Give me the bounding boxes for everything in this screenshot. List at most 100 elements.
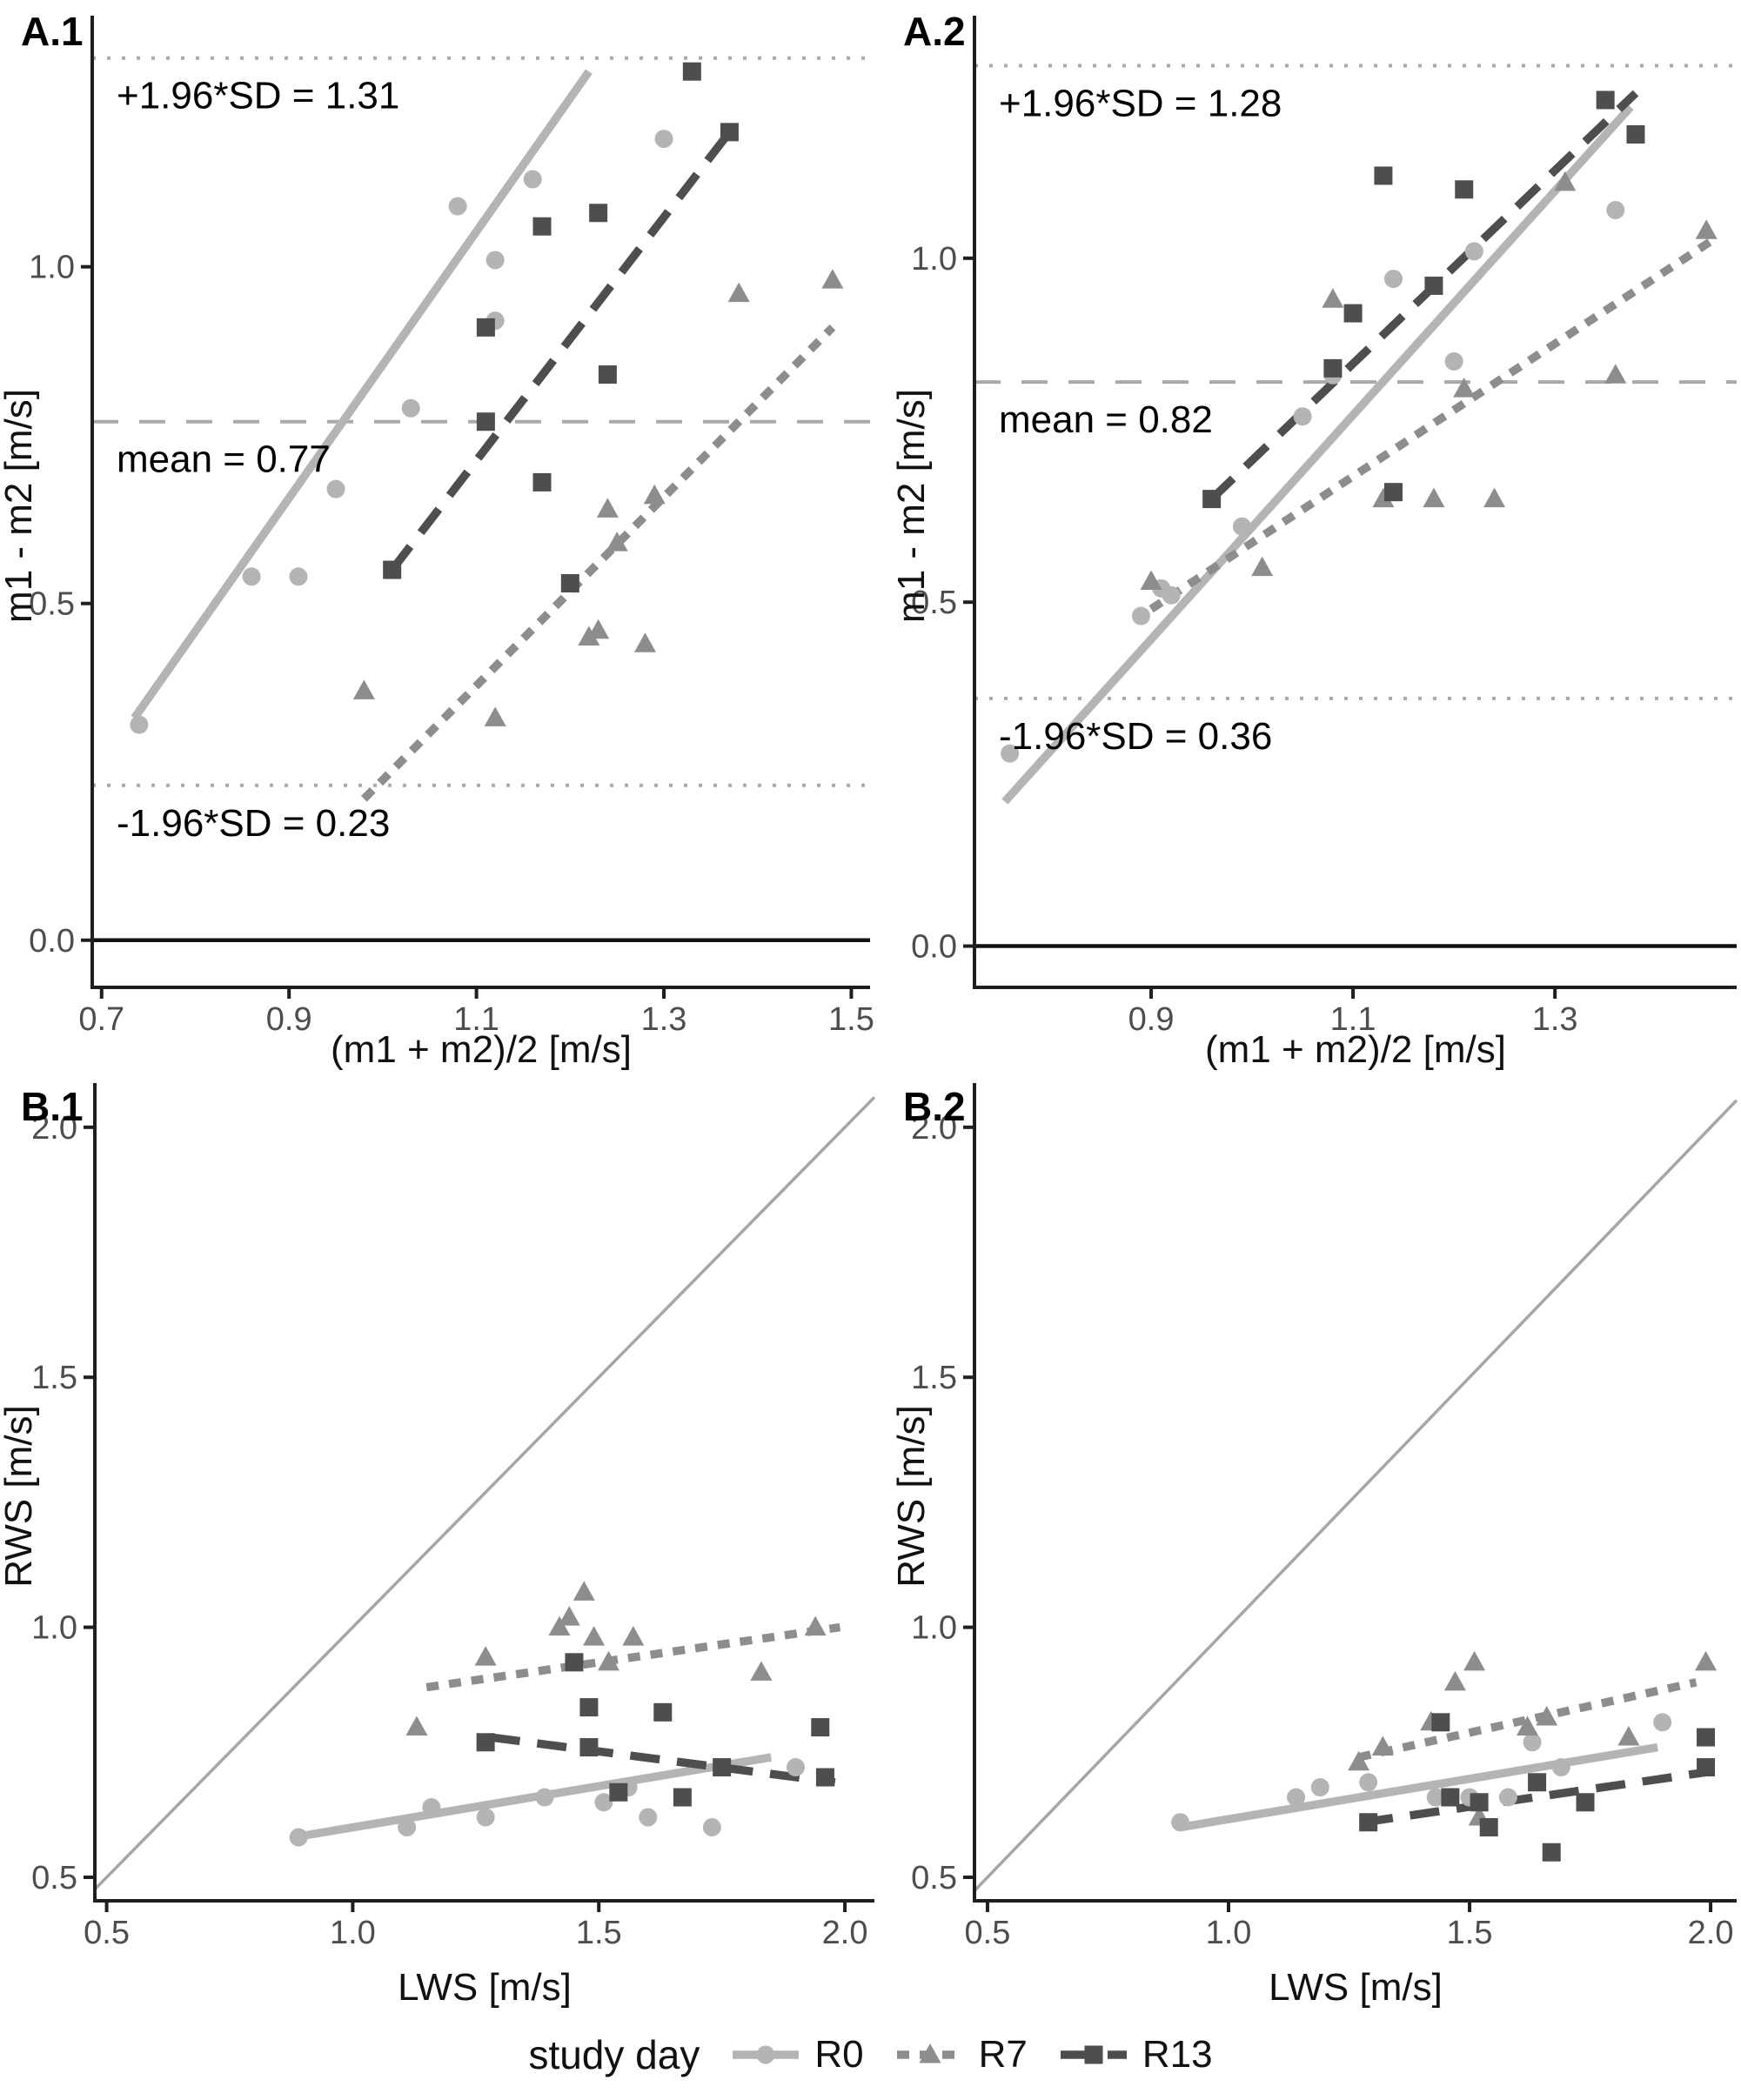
x-tick-label: 0.5 <box>965 1915 1011 1951</box>
point-b1-R7 <box>583 1626 606 1646</box>
ref-line-annotation: mean = 0.82 <box>999 398 1213 441</box>
point-b2-R0 <box>1523 1733 1542 1752</box>
point-b2-R13 <box>1431 1713 1450 1732</box>
legend-key-marker <box>1084 2045 1103 2064</box>
point-a2-R7 <box>1140 570 1162 590</box>
point-a1-R7 <box>352 679 375 699</box>
trend-b2-R0 <box>1179 1742 1658 1832</box>
panel-title: A.2 <box>903 9 966 54</box>
legend-label-r13: R13 <box>1142 2033 1213 2076</box>
point-a2-R7 <box>1604 364 1627 384</box>
point-a2-R7 <box>1423 487 1445 508</box>
trend-a2-R0 <box>1001 104 1634 805</box>
y-tick-label: 2.0 <box>31 1110 77 1147</box>
point-a1-R13 <box>383 560 402 579</box>
x-tick-label: 1.0 <box>1206 1915 1252 1951</box>
x-tick-label: 0.9 <box>1128 1001 1175 1038</box>
y-tick-label: 0.5 <box>29 586 75 623</box>
point-a1-R0 <box>523 170 542 189</box>
point-a2-R7 <box>1322 288 1344 308</box>
point-b2-R0 <box>1171 1813 1190 1832</box>
point-b1-R7 <box>558 1606 580 1626</box>
point-a2-R7 <box>1483 487 1506 508</box>
point-a2-R13 <box>1384 483 1403 502</box>
point-a1-R0 <box>289 567 308 586</box>
point-a1-R7 <box>578 625 600 645</box>
point-a1-R13 <box>532 472 552 492</box>
point-a2-R0 <box>1384 270 1403 289</box>
point-b2-R13 <box>1542 1843 1561 1862</box>
point-a2-R13 <box>1596 90 1615 110</box>
point-b1-R7 <box>548 1615 571 1636</box>
panel-b2: 0.5 1.0 1.5 2.0 0.5 1.0 1.5 2.0 LWS [m/s] RWS [m/… <box>896 1079 1741 2100</box>
point-b2-R7 <box>1371 1736 1394 1756</box>
x-tick-label: 1.3 <box>1532 1001 1578 1038</box>
x-tick-label: 0.9 <box>266 1001 312 1038</box>
point-b2-R0 <box>1551 1758 1570 1777</box>
point-b1-R7 <box>573 1581 595 1601</box>
identity-line <box>973 1099 1738 1892</box>
panel-a2: 0.9 1.1 1.3 0.0 0.5 1.0 (m1 + m2)/2 [m/s] m1 - … <box>896 0 1741 1079</box>
point-b1-R13 <box>653 1702 673 1722</box>
x-tick-label: 2.0 <box>822 1915 868 1951</box>
legend-key-marker <box>919 2043 941 2063</box>
point-a1-R13 <box>476 412 495 431</box>
y-tick-label: 1.0 <box>911 241 957 278</box>
legend-item-r13: R13 <box>1057 2033 1213 2077</box>
x-axis-title: (m1 + m2)/2 [m/s] <box>1205 1028 1506 1071</box>
point-a1-R7 <box>587 619 610 639</box>
chart-a2: 0.9 1.1 1.3 0.0 0.5 1.0 (m1 + m2)/2 [m/s] m1 - … <box>896 9 1737 1071</box>
point-b2-R7 <box>1348 1750 1370 1771</box>
point-b2-R0 <box>1287 1788 1306 1807</box>
point-a2-R7 <box>1554 171 1577 191</box>
study-day-legend: study day R0 R7 R13 <box>0 2020 1741 2090</box>
point-b2-R0 <box>1359 1773 1378 1792</box>
point-a2-R0 <box>1131 606 1150 625</box>
x-axis-title: (m1 + m2)/2 [m/s] <box>331 1028 632 1071</box>
panel-title: B.2 <box>903 1084 966 1129</box>
point-a1-R7 <box>727 282 750 303</box>
point-b2-R0 <box>1426 1788 1445 1807</box>
y-axis-title: RWS [m/s] <box>896 1405 933 1587</box>
point-a2-R13 <box>1455 180 1474 199</box>
ref-line-annotation: +1.96*SD = 1.31 <box>117 75 399 117</box>
point-a2-R0 <box>1232 517 1251 536</box>
point-b1-R0 <box>289 1828 308 1847</box>
point-b1-R7 <box>804 1615 827 1636</box>
point-b2-R13 <box>1576 1793 1595 1812</box>
panel-title: A.1 <box>21 9 84 54</box>
point-b1-R13 <box>815 1768 834 1787</box>
point-a1-R7 <box>821 269 844 289</box>
point-a1-R7 <box>643 484 666 505</box>
point-b1-R0 <box>594 1793 613 1812</box>
point-b2-R7 <box>1443 1670 1466 1691</box>
point-a1-R7 <box>606 532 628 552</box>
trend-b1-R7 <box>425 1622 841 1692</box>
point-a1-R0 <box>130 715 149 734</box>
y-tick-label: 1.5 <box>911 1360 957 1396</box>
point-b1-R13 <box>713 1758 732 1777</box>
point-a2-R13 <box>1323 358 1343 378</box>
point-b2-R13 <box>1479 1818 1498 1837</box>
point-b2-R13 <box>1528 1773 1547 1792</box>
y-axis-title: RWS [m/s] <box>0 1405 40 1587</box>
point-b1-R0 <box>702 1818 721 1837</box>
point-b2-R7 <box>1617 1726 1640 1746</box>
x-tick-label: 0.7 <box>78 1001 124 1038</box>
point-a2-R0 <box>1293 407 1312 426</box>
point-a2-R13 <box>1424 276 1443 295</box>
x-tick-label: 1.1 <box>1330 1001 1376 1038</box>
point-b1-R7 <box>405 1715 428 1736</box>
trend-b2-R13 <box>1363 1768 1707 1827</box>
point-b1-R13 <box>579 1698 599 1717</box>
point-b1-R13 <box>579 1738 599 1757</box>
point-a2-R7 <box>1453 378 1476 398</box>
chart-b2: 0.5 1.0 1.5 2.0 0.5 1.0 1.5 2.0 LWS [m/s] RWS [m/… <box>896 1083 1738 2009</box>
x-tick-label: 1.1 <box>453 1001 499 1038</box>
y-tick-label: 0.5 <box>31 1860 77 1896</box>
legend-label-r7: R7 <box>978 2033 1028 2076</box>
point-a1-R13 <box>532 217 552 236</box>
point-a2-R0 <box>1001 744 1020 763</box>
point-a1-R7 <box>596 498 619 518</box>
y-tick-label: 0.5 <box>911 585 957 621</box>
